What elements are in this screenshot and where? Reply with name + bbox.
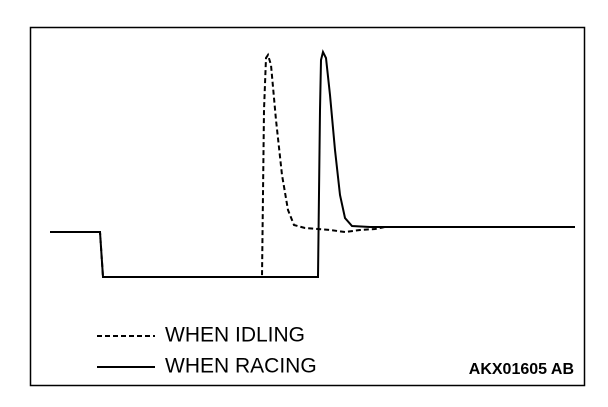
idling-waveform xyxy=(50,52,440,278)
legend-label: WHEN RACING xyxy=(165,355,317,378)
frame xyxy=(29,26,586,387)
legend-label: WHEN IDLING xyxy=(165,324,305,347)
figure-code: AKX01605 AB xyxy=(469,361,574,378)
racing-waveform xyxy=(50,49,575,278)
